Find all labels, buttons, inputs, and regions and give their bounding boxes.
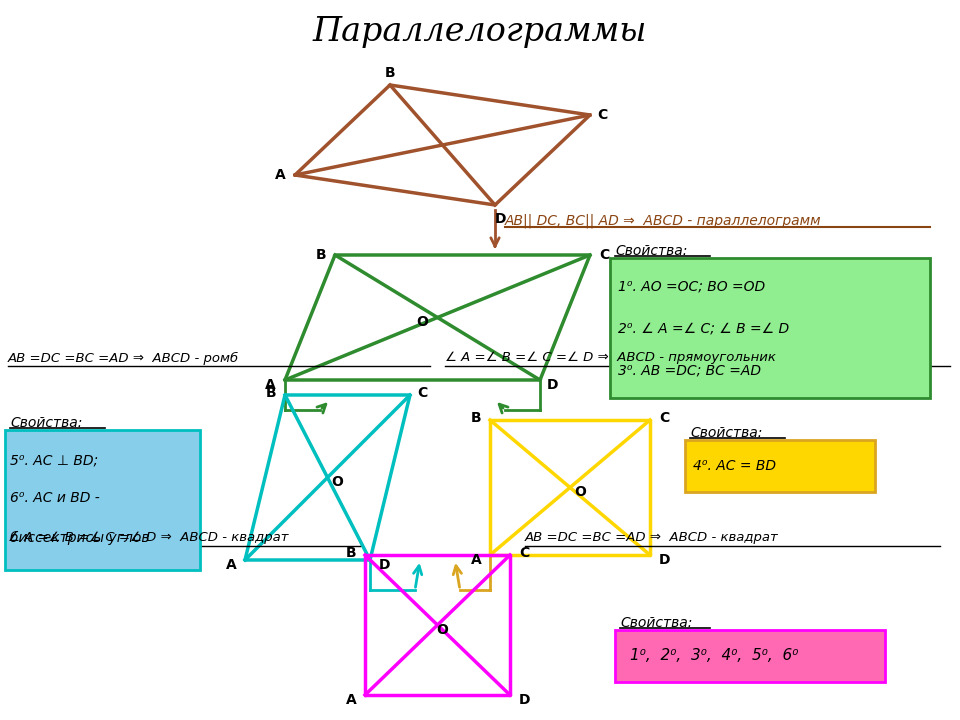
Text: биссектрисы углов: биссектрисы углов (10, 531, 150, 545)
Text: ∠ A =∠ B =∠ C =∠ D ⇒  ABCD - квадрат: ∠ A =∠ B =∠ C =∠ D ⇒ ABCD - квадрат (8, 531, 289, 544)
Text: D: D (659, 553, 670, 567)
Text: Свойства:: Свойства: (620, 616, 692, 630)
Bar (685, 440, 875, 492)
Bar (5, 430, 200, 570)
Text: 4⁰. AC = BD: 4⁰. AC = BD (693, 459, 776, 473)
Text: O: O (331, 475, 343, 489)
Text: B: B (470, 411, 481, 425)
Text: C: C (659, 411, 669, 425)
Text: A: A (470, 553, 481, 567)
Text: A: A (226, 558, 236, 572)
Text: 2⁰. ∠ A =∠ C; ∠ B =∠ D: 2⁰. ∠ A =∠ C; ∠ B =∠ D (618, 321, 789, 335)
Text: ∠ A =∠ B =∠ C =∠ D ⇒  ABCD - прямоугольник: ∠ A =∠ B =∠ C =∠ D ⇒ ABCD - прямоугольни… (445, 351, 776, 364)
Text: O: O (574, 485, 586, 499)
Bar (615, 630, 885, 682)
Text: Параллелограммы: Параллелограммы (313, 16, 647, 48)
Text: 5⁰. AC ⊥ BD;: 5⁰. AC ⊥ BD; (10, 453, 98, 467)
Text: A: A (346, 693, 356, 707)
Text: B: B (385, 66, 396, 80)
Text: AB =DC =BC =AD ⇒  ABCD - ромб: AB =DC =BC =AD ⇒ ABCD - ромб (8, 351, 239, 364)
Text: C: C (599, 248, 610, 262)
Text: D: D (378, 558, 390, 572)
Text: D: D (518, 693, 530, 707)
Text: C: C (597, 108, 607, 122)
Text: B: B (346, 546, 356, 560)
Text: Свойства:: Свойства: (615, 244, 687, 258)
Text: O: O (436, 623, 448, 637)
Text: 3⁰. AB =DC; BC =AD: 3⁰. AB =DC; BC =AD (618, 363, 761, 377)
Text: A: A (265, 378, 276, 392)
Text: AB|| DC, BC|| AD ⇒  ABCD - параллелограмм: AB|| DC, BC|| AD ⇒ ABCD - параллелограмм (505, 213, 822, 228)
Text: AB =DC =BC =AD ⇒  ABCD - квадрат: AB =DC =BC =AD ⇒ ABCD - квадрат (525, 531, 779, 544)
Text: 1⁰,  2⁰,  3⁰,  4⁰,  5⁰,  6⁰: 1⁰, 2⁰, 3⁰, 4⁰, 5⁰, 6⁰ (630, 649, 799, 664)
Text: O: O (416, 315, 428, 329)
Text: 6⁰. AC и BD -: 6⁰. AC и BD - (10, 491, 100, 505)
Text: C: C (417, 386, 427, 400)
Text: C: C (518, 546, 529, 560)
Text: Свойства:: Свойства: (10, 416, 83, 430)
Text: A: A (275, 168, 285, 182)
Text: B: B (316, 248, 326, 262)
Text: 1⁰. AO =OC; BO =OD: 1⁰. AO =OC; BO =OD (618, 279, 765, 293)
Text: D: D (546, 378, 558, 392)
Text: B: B (266, 386, 276, 400)
Text: D: D (494, 212, 506, 226)
Text: Свойства:: Свойства: (690, 426, 762, 440)
Bar (610, 258, 930, 398)
